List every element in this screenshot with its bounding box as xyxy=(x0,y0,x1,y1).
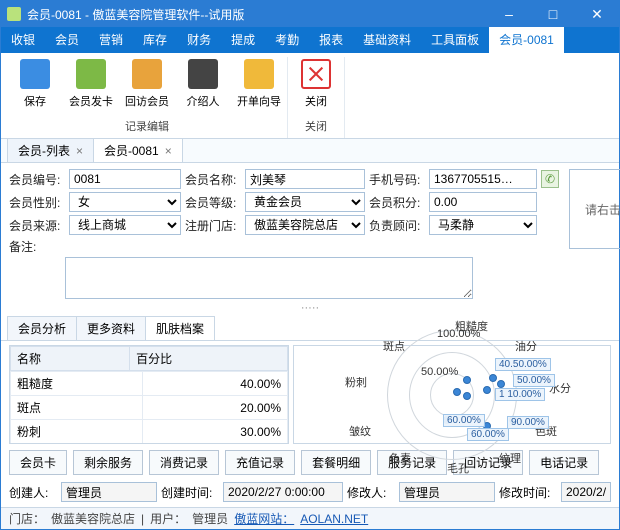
close-tab-icon[interactable]: × xyxy=(165,144,172,158)
table-row[interactable]: 粗糙度40.00% xyxy=(11,372,288,396)
window-title: 会员-0081 - 傲蓝美容院管理软件--试用版 xyxy=(27,6,487,23)
radar-axis-label: 色素 xyxy=(389,450,411,466)
radar-point xyxy=(483,386,491,394)
menu-item[interactable]: 营销 xyxy=(89,27,133,53)
menu-item[interactable]: 考勤 xyxy=(265,27,309,53)
radar-axis-label: 皱纹 xyxy=(349,423,371,439)
radar-callout: 40.50.00% xyxy=(495,358,551,371)
modify-time xyxy=(561,482,611,502)
radar-axis-label: 斑点 xyxy=(383,338,405,354)
radar-axis-label: 毛孔 xyxy=(447,460,469,476)
mobile-input[interactable] xyxy=(429,169,537,189)
level-select[interactable]: 黄金会员 xyxy=(245,192,365,212)
bottom-button[interactable]: 充值记录 xyxy=(225,450,295,475)
modifier xyxy=(399,482,495,502)
radar-point xyxy=(497,380,505,388)
mid-tab[interactable]: 肌肤档案 xyxy=(145,316,215,340)
menu-item[interactable]: 提成 xyxy=(221,27,265,53)
doc-tab[interactable]: 会员-列表× xyxy=(7,138,94,162)
save-icon xyxy=(20,59,50,89)
creator-person xyxy=(61,482,157,502)
photo-placeholder[interactable]: 请右击选择图片 xyxy=(569,169,620,249)
note-textarea[interactable] xyxy=(65,257,473,299)
radar-callout: 60.00% xyxy=(443,414,485,427)
doc-tab[interactable]: 会员-0081× xyxy=(93,138,183,162)
radar-axis-label: 粉刺 xyxy=(345,374,367,390)
menu-item[interactable]: 库存 xyxy=(133,27,177,53)
menu-item[interactable]: 收银 xyxy=(1,27,45,53)
close-icon xyxy=(301,59,331,89)
mid-tab[interactable]: 更多资料 xyxy=(76,316,146,340)
phone-icon[interactable]: ✆ xyxy=(541,170,559,188)
wizard-icon xyxy=(244,59,274,89)
radar-axis-label: 油分 xyxy=(515,338,537,354)
create-time xyxy=(223,482,343,502)
status-link[interactable]: AOLAN.NET xyxy=(300,512,368,526)
menu-item[interactable]: 会员-0081 xyxy=(489,27,564,53)
store-select[interactable]: 傲蓝美容院总店 xyxy=(245,215,365,235)
skin-table: 名称 百分比 粗糙度40.00%斑点20.00%粉刺30.00%皱纹10.00%… xyxy=(9,345,289,444)
menu-item[interactable]: 财务 xyxy=(177,27,221,53)
sex-select[interactable]: 女 xyxy=(69,192,181,212)
visit-button[interactable]: 回访会员 xyxy=(123,57,171,109)
col-percent[interactable]: 百分比 xyxy=(130,347,288,371)
status-store-label: 门店： xyxy=(9,510,45,527)
maximize-button[interactable]: □ xyxy=(531,1,575,27)
ribbon-group-label: 记录编辑 xyxy=(125,116,169,138)
consultant-select[interactable]: 马柔静 xyxy=(429,215,537,235)
member-no-input[interactable] xyxy=(69,169,181,189)
status-store: 傲蓝美容院总店 xyxy=(51,510,135,527)
col-name[interactable]: 名称 xyxy=(11,347,130,371)
bottom-button[interactable]: 消费记录 xyxy=(149,450,219,475)
radar-callout: 60.00% xyxy=(467,428,509,441)
issue-icon xyxy=(76,59,106,89)
close-button[interactable]: ✕ xyxy=(575,1,619,27)
bottom-button[interactable]: 剩余服务 xyxy=(73,450,143,475)
minimize-button[interactable]: – xyxy=(487,1,531,27)
radar-callout: 1 10.00% xyxy=(495,388,545,401)
radar-callout: 90.00% xyxy=(507,416,549,429)
ribbon-group-label: 关闭 xyxy=(305,116,327,138)
radar-point xyxy=(463,376,471,384)
status-link-label[interactable]: 傲蓝网站： xyxy=(234,510,294,527)
refer-button[interactable]: 介绍人 xyxy=(179,57,227,109)
visit-icon xyxy=(132,59,162,89)
radar-chart: 100.00%50.00%粗糙度油分水分色斑纹理毛孔色素皱纹粉刺斑点40.50.… xyxy=(293,345,611,444)
radar-point xyxy=(453,388,461,396)
creator-person-label: 创建人: xyxy=(9,484,57,501)
member-name-input[interactable] xyxy=(245,169,365,189)
radar-callout: 50.00% xyxy=(513,374,555,387)
menu-item[interactable]: 工具面板 xyxy=(421,27,489,53)
modify-time-label: 修改时间: xyxy=(499,484,557,501)
radar-axis-label: 纹理 xyxy=(499,450,521,466)
mid-tab[interactable]: 会员分析 xyxy=(7,316,77,340)
wizard-button[interactable]: 开单向导 xyxy=(235,57,283,109)
save-button[interactable]: 保存 xyxy=(11,57,59,109)
radar-axis-label: 粗糙度 xyxy=(455,318,488,334)
points-input[interactable] xyxy=(429,192,537,212)
close-record-button[interactable]: 关闭 xyxy=(292,57,340,109)
splitter-dots: ····· xyxy=(1,302,619,316)
source-select[interactable]: 线上商城 xyxy=(69,215,181,235)
status-user: 管理员 xyxy=(192,510,228,527)
modifier-label: 修改人: xyxy=(347,484,395,501)
table-row[interactable]: 粉刺30.00% xyxy=(11,420,288,444)
issue-button[interactable]: 会员发卡 xyxy=(67,57,115,109)
menu-item[interactable]: 报表 xyxy=(309,27,353,53)
refer-icon xyxy=(188,59,218,89)
app-icon xyxy=(7,7,21,21)
bottom-button[interactable]: 会员卡 xyxy=(9,450,67,475)
create-time-label: 创建时间: xyxy=(161,484,219,501)
menu-item[interactable]: 会员 xyxy=(45,27,89,53)
radar-point xyxy=(489,374,497,382)
table-row[interactable]: 斑点20.00% xyxy=(11,396,288,420)
menu-item[interactable]: 基础资料 xyxy=(353,27,421,53)
close-tab-icon[interactable]: × xyxy=(76,144,83,158)
radar-point xyxy=(463,392,471,400)
status-user-label: 用户： xyxy=(150,510,186,527)
